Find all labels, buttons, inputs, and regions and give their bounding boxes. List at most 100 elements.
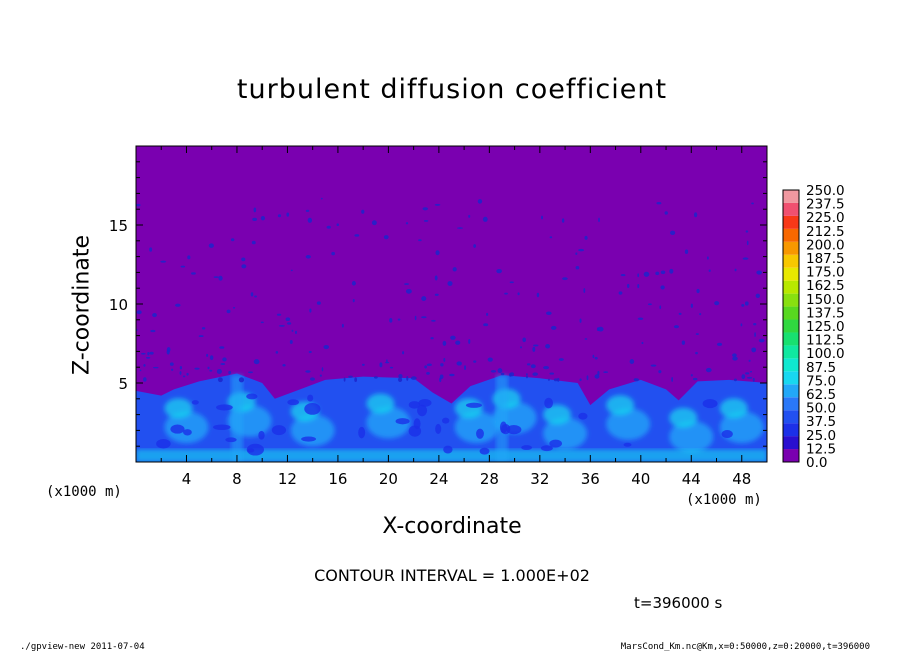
turbulence-speck bbox=[656, 202, 662, 205]
turbulence-speck bbox=[276, 313, 282, 316]
turbulence-speck bbox=[443, 357, 446, 362]
colorbar-label: 100.0 bbox=[806, 346, 845, 362]
colorbar-swatch bbox=[783, 423, 799, 437]
turbulence-speck bbox=[744, 301, 749, 306]
cell-core bbox=[164, 411, 209, 444]
swirl bbox=[170, 424, 185, 434]
colorbar-swatch bbox=[783, 228, 799, 242]
turbulence-speck bbox=[745, 372, 750, 375]
turbulence-speck bbox=[756, 270, 762, 275]
turbulence-speck bbox=[669, 268, 674, 274]
turbulence-speck bbox=[141, 352, 146, 355]
turbulence-speck bbox=[758, 338, 765, 343]
turbulence-speck bbox=[414, 315, 417, 321]
turbulence-speck bbox=[216, 368, 222, 374]
turbulence-speck bbox=[289, 340, 293, 344]
turbulence-speck bbox=[550, 325, 557, 330]
turbulence-speck bbox=[473, 360, 477, 363]
turbulence-speck bbox=[145, 356, 151, 359]
turbulence-speck bbox=[442, 340, 447, 346]
turbulence-speck bbox=[556, 377, 560, 382]
turbulence-speck bbox=[180, 265, 186, 268]
turbulence-speck bbox=[690, 374, 693, 377]
turbulence-speck bbox=[241, 257, 246, 262]
colorbar-label: 87.5 bbox=[806, 360, 836, 376]
turbulence-speck bbox=[406, 375, 409, 381]
turbulence-speck bbox=[509, 281, 514, 284]
y-tick-label: 10 bbox=[109, 296, 128, 314]
colorbar-label: 200.0 bbox=[806, 237, 845, 253]
turbulence-speck bbox=[753, 323, 757, 326]
turbulence-speck bbox=[749, 370, 753, 373]
turbulence-speck bbox=[175, 303, 181, 307]
turbulence-speck bbox=[696, 288, 700, 294]
turbulence-speck bbox=[287, 322, 292, 325]
turbulence-speck bbox=[348, 375, 353, 378]
colorbar-swatch bbox=[783, 371, 799, 385]
turbulence-speck bbox=[404, 283, 410, 285]
turbulence-speck bbox=[194, 367, 200, 370]
swirl bbox=[442, 417, 450, 424]
turbulence-speck bbox=[354, 234, 360, 237]
turbulence-speck bbox=[517, 292, 520, 296]
turbulence-speck bbox=[748, 359, 751, 362]
turbulence-speck bbox=[217, 377, 223, 383]
turbulence-speck bbox=[643, 271, 650, 277]
turbulence-speck bbox=[247, 371, 254, 374]
turbulence-speck bbox=[754, 332, 756, 337]
colorbar-swatch bbox=[783, 202, 799, 216]
turbulence-speck bbox=[336, 223, 339, 227]
swirl bbox=[578, 412, 588, 420]
turbulence-speck bbox=[252, 217, 257, 221]
swirl bbox=[304, 403, 321, 415]
turbulence-speck bbox=[594, 374, 600, 379]
turbulence-speck bbox=[186, 372, 189, 376]
colorbar-label: 175.0 bbox=[806, 265, 845, 281]
turbulence-speck bbox=[603, 371, 609, 373]
turbulence-speck bbox=[209, 355, 214, 361]
x-tick-label: 36 bbox=[581, 470, 600, 488]
turbulence-speck bbox=[699, 313, 702, 316]
turbulence-speck bbox=[655, 271, 660, 276]
turbulence-speck bbox=[149, 247, 153, 252]
turbulence-speck bbox=[598, 217, 600, 223]
turbulence-speck bbox=[690, 303, 693, 308]
swirl bbox=[435, 423, 442, 434]
turbulence-speck bbox=[379, 362, 383, 368]
turbulence-speck bbox=[543, 365, 550, 370]
x-tick-label: 32 bbox=[530, 470, 549, 488]
turbulence-speck bbox=[389, 366, 394, 369]
turbulence-speck bbox=[278, 325, 285, 327]
turbulence-speck bbox=[426, 372, 430, 375]
turbulence-speck bbox=[496, 269, 502, 274]
turbulence-speck bbox=[740, 323, 743, 327]
turbulence-speck bbox=[171, 368, 174, 371]
turbulence-speck bbox=[160, 260, 167, 263]
colorbar-label: 150.0 bbox=[806, 292, 845, 308]
colorbar-swatch bbox=[783, 449, 799, 462]
turbulence-speck bbox=[440, 363, 444, 367]
turbulence-speck bbox=[398, 374, 403, 379]
colorbar-swatch bbox=[783, 410, 799, 424]
cell-core bbox=[669, 420, 714, 453]
turbulence-speck bbox=[383, 235, 389, 240]
turbulence-speck bbox=[546, 311, 552, 316]
turbulence-speck bbox=[143, 377, 147, 382]
turbulence-speck bbox=[579, 378, 582, 382]
colorbar-label: 75.0 bbox=[806, 373, 836, 389]
x-tick-label: 20 bbox=[379, 470, 398, 488]
swirl bbox=[408, 425, 422, 437]
turbulence-speck bbox=[323, 345, 330, 350]
turbulence-speck bbox=[354, 377, 358, 383]
colorbar-label: 62.5 bbox=[806, 387, 836, 403]
turbulence-speck bbox=[275, 350, 279, 354]
turbulence-speck bbox=[747, 376, 753, 379]
colorbar-swatch bbox=[783, 293, 799, 307]
turbulence-speck bbox=[260, 215, 266, 221]
time-label: t=396000 s bbox=[634, 594, 723, 612]
turbulence-speck bbox=[431, 319, 436, 322]
turbulence-speck bbox=[430, 337, 434, 340]
turbulence-speck bbox=[331, 251, 335, 256]
colorbar-label: 212.5 bbox=[806, 224, 845, 240]
turbulence-speck bbox=[500, 372, 505, 376]
